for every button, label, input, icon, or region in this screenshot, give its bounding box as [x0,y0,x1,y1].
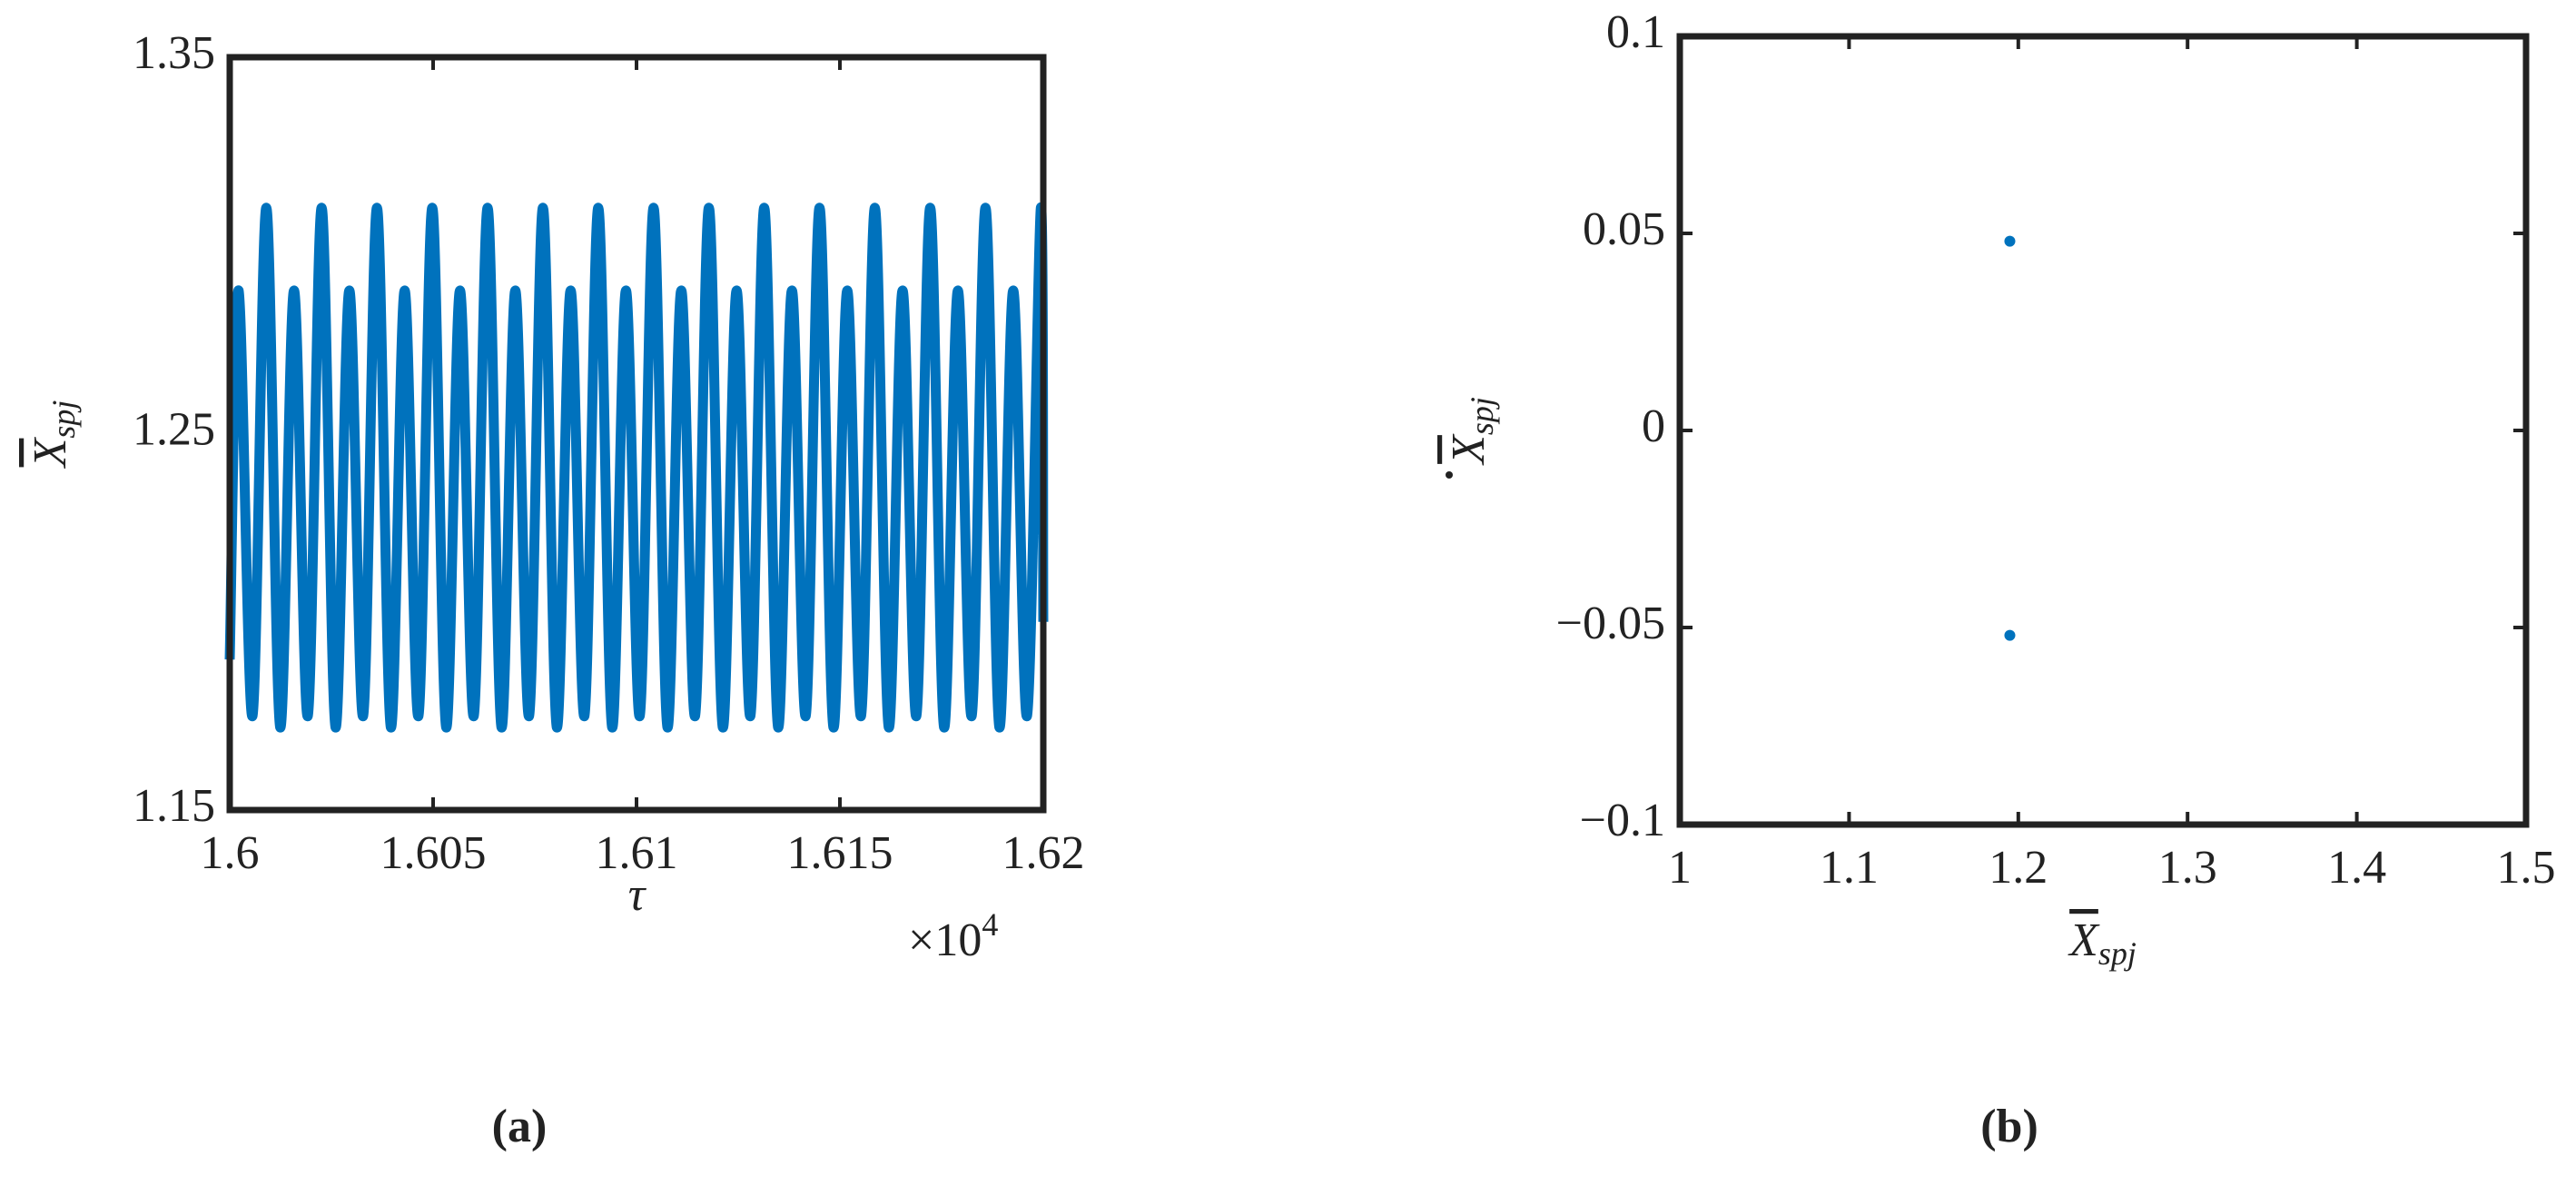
x-tick-label: 1.615 [787,827,893,879]
x-multiplier-exponent: 4 [982,906,998,943]
y-axis-label: Xspj [25,400,82,469]
y-tick-label: −0.1 [1580,795,1665,846]
x-tick-label: 1.605 [380,827,487,879]
x-tick-label: 1.3 [2158,842,2217,894]
plot-frame [226,54,1047,814]
x-tick-label: 1.2 [1989,842,2048,894]
data-line [224,203,1049,733]
y-axis-label-sub: spj [45,400,82,439]
y-axis-label-main: X [25,436,76,469]
y-tick-label: 1.15 [133,780,215,832]
x-tick-label: 1.6 [201,827,260,879]
x-tick-label: 1.5 [2497,842,2556,894]
panel-label: (a) [492,1101,548,1152]
y-tick-label: 1.25 [133,403,215,455]
y-axis-label-sub: spj [1464,397,1500,435]
x-axis-label: τ [628,869,647,921]
x-axis-label-sub: spj [2098,935,2137,972]
y-tick-label: 0.05 [1583,203,1665,255]
x-tick-label: 1.62 [1002,827,1085,879]
y-axis-label: Xspj [1443,397,1500,466]
x-axis-label: Xspj [2068,914,2137,972]
y-tick-label: −0.05 [1556,598,1665,649]
x-tick-label: 1.61 [596,827,678,879]
data-point [2004,235,2016,247]
panel-label: (b) [1980,1101,2038,1152]
y-axis-label-main: X [1443,433,1495,466]
x-tick-label: 1.1 [1820,842,1879,894]
x-tick-label: 1.4 [2327,842,2386,894]
y-tick-label: 0.1 [1606,6,1665,58]
x-tick-label: 1 [1668,842,1692,894]
x-axis-label-main: X [2068,914,2100,966]
y-tick-label: 1.35 [133,27,215,79]
derivative-dot [1446,471,1453,479]
data-point [2004,629,2016,641]
y-tick-label: 0 [1642,400,1665,452]
x-multiplier: ×104 [908,906,998,966]
x-axis-label-main: τ [628,869,647,921]
plot-frame [1676,33,2530,828]
x-multiplier-base: ×10 [908,914,982,966]
